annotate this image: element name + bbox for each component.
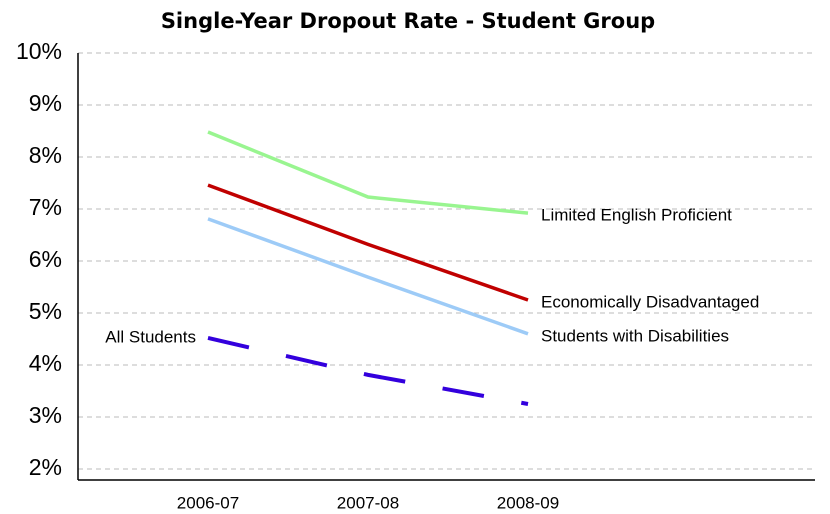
x-tick-label: 2007-08 bbox=[337, 493, 399, 512]
y-tick-label: 3% bbox=[29, 402, 62, 428]
x-tick-label: 2006-07 bbox=[177, 493, 239, 512]
y-tick-label: 6% bbox=[29, 246, 62, 272]
series-line bbox=[207, 130, 529, 215]
chart-title: Single-Year Dropout Rate - Student Group bbox=[161, 9, 655, 33]
y-tick-label: 10% bbox=[16, 38, 62, 64]
series-line bbox=[207, 183, 529, 302]
y-tick-label: 9% bbox=[29, 90, 62, 116]
series-label: Limited English Proficient bbox=[541, 206, 732, 225]
series-line bbox=[207, 217, 529, 336]
series-label: All Students bbox=[105, 327, 196, 346]
x-tick-label: 2008-09 bbox=[497, 493, 559, 512]
y-tick-label: 7% bbox=[29, 194, 62, 220]
y-tick-label: 8% bbox=[29, 142, 62, 168]
series-label: Economically Disadvantaged bbox=[541, 292, 759, 311]
y-tick-label: 2% bbox=[29, 454, 62, 480]
series-label: Students with Disabilities bbox=[541, 326, 729, 345]
y-tick-label: 4% bbox=[29, 350, 62, 376]
series-line bbox=[207, 336, 529, 406]
y-tick-label: 5% bbox=[29, 298, 62, 324]
